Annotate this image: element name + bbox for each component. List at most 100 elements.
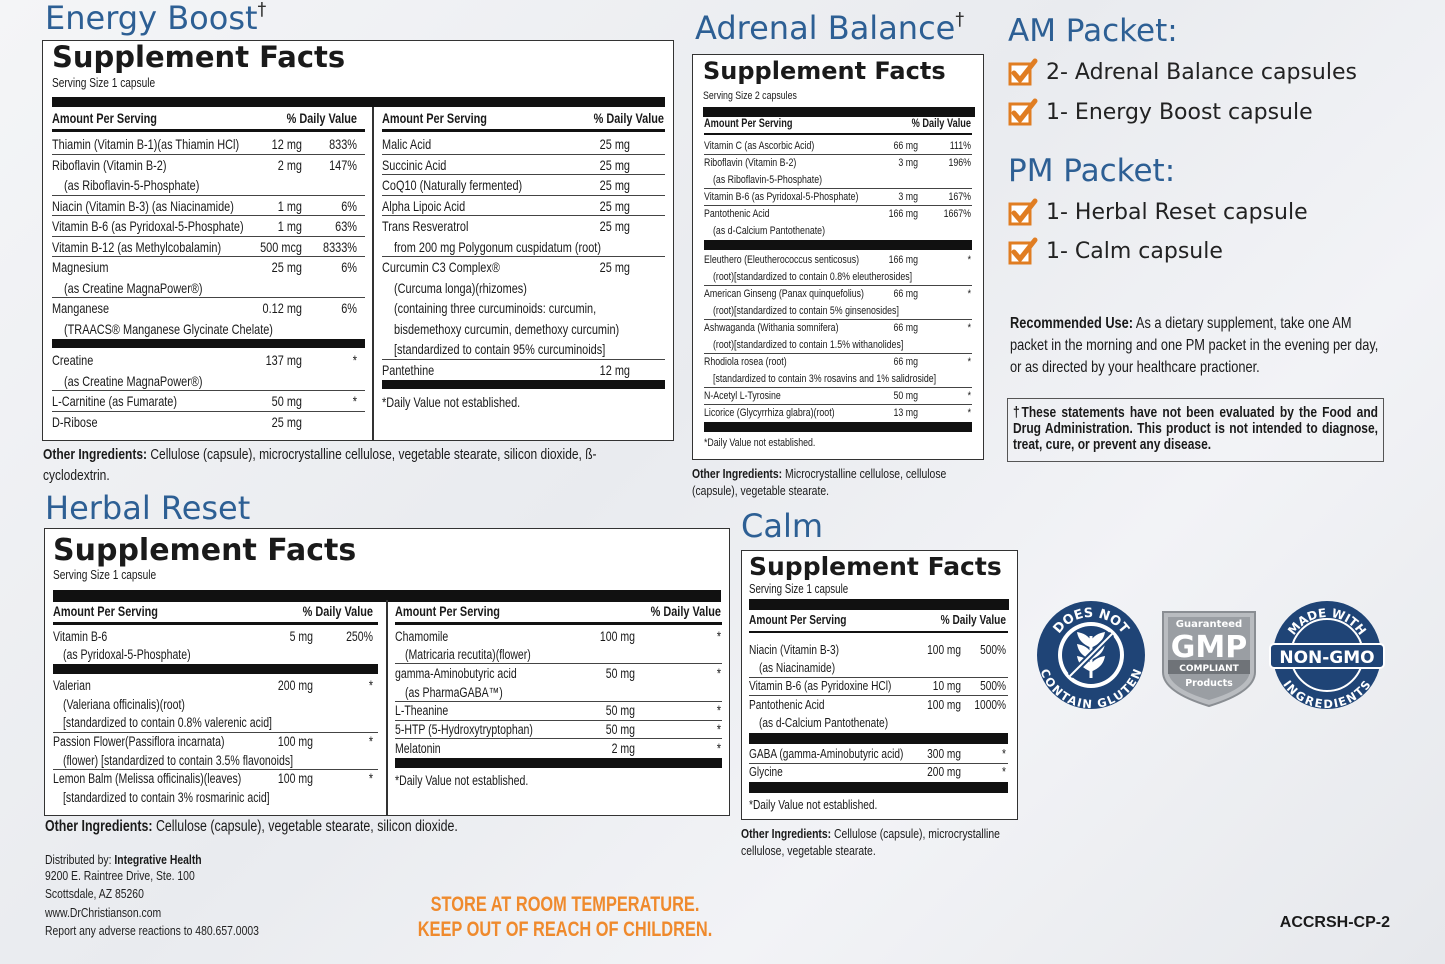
daily-value: * <box>352 393 357 410</box>
ingredient-name: Creatine <box>52 352 94 369</box>
row-rule <box>704 154 972 155</box>
amount: 1 mg <box>277 218 302 235</box>
amount: 25 mg <box>599 177 630 194</box>
packet-item: 1- Energy Boost capsule <box>1046 100 1313 125</box>
other-ingredients: Other Ingredients: Cellulose (capsule), … <box>43 444 658 486</box>
amount: 66 mg <box>893 288 918 301</box>
row-rule <box>704 404 972 405</box>
ingredient-name: Chamomile <box>395 628 449 644</box>
row-rule <box>382 194 665 196</box>
group-bar <box>704 240 972 250</box>
row-rule <box>749 762 1008 764</box>
other-ingredients: Other Ingredients: Cellulose (capsule), … <box>741 825 1031 859</box>
packet-item: 1- Calm capsule <box>1046 239 1223 264</box>
daily-value: 111% <box>949 140 971 153</box>
daily-value: 63% <box>335 218 357 235</box>
amount: 13 mg <box>893 407 918 420</box>
ingredient-name: Thiamin (Vitamin B-1)(as Thiamin HCl) <box>52 136 240 153</box>
recommended-text: As a dietary supplement, take one AM pac… <box>1010 315 1379 376</box>
amount: 25 mg <box>599 218 630 235</box>
other-text: Cellulose (capsule), vegetable stearate,… <box>155 818 458 835</box>
amount: 50 mg <box>605 665 635 681</box>
header-dv: % Daily Value <box>593 110 664 126</box>
daily-value: * <box>967 356 971 369</box>
panel-title-text: Herbal Reset <box>45 489 251 527</box>
panel-title: Herbal Reset <box>45 490 250 527</box>
row-rule <box>395 719 722 721</box>
ingredient-name: Vitamin B-6 (as Pyridoxine HCl) <box>749 678 892 694</box>
serving-size: Serving Size 2 capsules <box>703 90 797 102</box>
row-rule <box>704 285 972 286</box>
header-rule <box>382 129 665 132</box>
header-rule <box>53 622 378 625</box>
daily-value: * <box>716 740 721 756</box>
header-dv: % Daily Value <box>650 603 721 619</box>
other-label: Other Ingredients: <box>692 466 783 481</box>
amount: 3 mg <box>898 191 918 204</box>
ingredient-name: from 200 mg Polygonum cuspidatum (root) <box>394 238 601 255</box>
daily-value: * <box>368 677 373 693</box>
daily-value: * <box>368 771 373 787</box>
ingredient-name: (as Creatine MagnaPower®) <box>64 372 203 389</box>
row-rule <box>704 387 972 388</box>
packet-item: 1- Herbal Reset capsule <box>1046 200 1308 225</box>
ingredient-name: Rhodiola rosea (root) <box>704 356 787 369</box>
recommended-use: Recommended Use: As a dietary supplement… <box>1010 313 1388 379</box>
daily-value: * <box>352 352 357 369</box>
amount: 25 mg <box>599 156 630 173</box>
gluten-badge: DOES NOT CONTAIN GLUTEN <box>1037 601 1145 711</box>
distributor: Distributed by: Integrative Health <box>45 851 345 869</box>
badge-text: GMP <box>1171 630 1247 665</box>
daily-value: 147% <box>329 156 357 173</box>
ingredient-name: Vitamin B-6 (as Pyridoxal-5-Phosphate) <box>52 218 244 235</box>
row-rule <box>382 358 665 360</box>
distributor-line: Report any adverse reactions to 480.657.… <box>45 922 259 938</box>
ingredient-name: Vitamin B-6 <box>53 628 108 644</box>
column-divider <box>372 107 374 441</box>
ingredient-name: American Ginseng (Panax quinquefolius) <box>704 288 864 301</box>
ingredient-name: (as d-Calcium Pantothenate) <box>759 714 889 730</box>
amount: 66 mg <box>893 140 918 153</box>
amount: 200 mg <box>277 677 313 693</box>
daily-value: 6% <box>341 259 357 276</box>
ingredient-name: CoQ10 (Naturally fermented) <box>382 177 523 194</box>
daily-value: * <box>967 390 971 403</box>
ingredient-name: Pantothenic Acid <box>749 696 825 712</box>
ingredient-name: (as d-Calcium Pantothenate) <box>713 225 826 238</box>
badge-text: COMPLIANT <box>1179 664 1239 674</box>
row-rule <box>395 700 722 702</box>
serving-size: Serving Size 1 capsule <box>52 75 156 90</box>
serving-size: Serving Size 1 capsule <box>53 567 157 582</box>
daily-value: 833% <box>329 136 357 153</box>
row-rule <box>53 768 378 770</box>
ingredient-name: Melatonin <box>395 740 441 756</box>
other-text: Cellulose (capsule), microcrystalline ce… <box>43 446 597 484</box>
amount: 50 mg <box>605 722 635 738</box>
ingredient-name: N-Acetyl L-Tyrosine <box>704 390 781 403</box>
row-rule <box>395 663 722 665</box>
ingredient-name: (as Pyridoxal-5-Phosphate) <box>63 647 191 663</box>
disclaimer-box <box>1007 398 1384 462</box>
panel-title: Adrenal Balance† <box>695 10 964 47</box>
checkbox-icon <box>1008 237 1038 265</box>
ingredient-name: Passion Flower(Passiflora incarnata) <box>53 734 225 750</box>
footnote: *Daily Value not established. <box>749 797 878 813</box>
amount: 50 mg <box>893 390 918 403</box>
ingredient-name: Niacin (Vitamin B-3) <box>749 641 839 657</box>
ingredient-name: (containing three curcuminoids: curcumin… <box>394 300 597 317</box>
amount: 100 mg <box>927 696 961 712</box>
header-amount: Amount Per Serving <box>704 118 793 130</box>
daily-value: * <box>716 665 721 681</box>
storage-warning: KEEP OUT OF REACH OF CHILDREN. <box>417 918 713 941</box>
daily-value: 167% <box>948 191 971 204</box>
title-mark: † <box>955 10 965 30</box>
product-code: ACCRSH-CP-2 <box>1279 914 1390 931</box>
ingredient-name: (as Riboflavin-5-Phosphate) <box>64 177 200 194</box>
amount: 66 mg <box>893 322 918 335</box>
ingredient-name: Vitamin B-6 (as Pyridoxal-5-Phosphate) <box>704 191 859 204</box>
footnote: *Daily Value not established. <box>704 437 816 449</box>
distributor-line: 9200 E. Raintree Drive, Ste. 100 <box>45 868 195 883</box>
row-rule <box>704 319 972 320</box>
